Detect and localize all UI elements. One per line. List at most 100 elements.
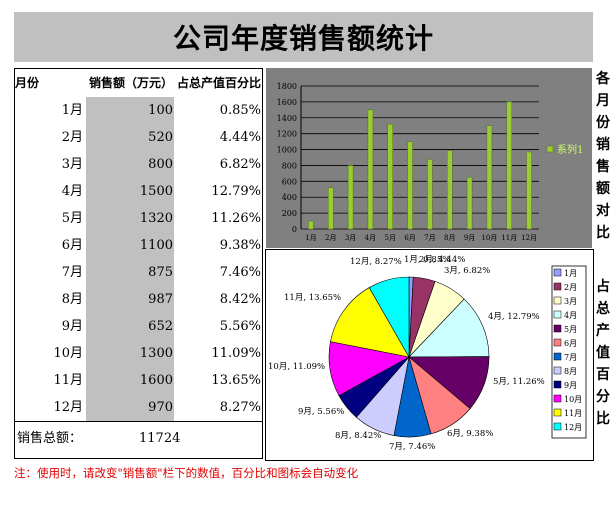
bar xyxy=(506,101,512,230)
bar xyxy=(347,165,354,230)
side-label-char: 份 xyxy=(596,115,610,131)
side-label-char: 产 xyxy=(596,323,610,339)
legend-swatch xyxy=(553,352,562,361)
row-month: 7月 xyxy=(61,265,83,280)
bar xyxy=(427,159,433,230)
row-sales[interactable]: 875 xyxy=(148,265,173,280)
pie-data-label: 11月, 13.65% xyxy=(284,293,341,303)
x-tick-label: 6月 xyxy=(404,234,415,242)
row-sales[interactable]: 100 xyxy=(148,103,173,118)
legend-label: 11月 xyxy=(564,409,582,418)
legend-swatch xyxy=(553,268,562,277)
x-tick-label: 7月 xyxy=(424,234,435,242)
x-tick-label: 12月 xyxy=(521,234,537,242)
legend-label: 4月 xyxy=(564,311,577,320)
side-label-char: 比 xyxy=(596,225,610,241)
row-pct: 13.65% xyxy=(211,373,261,388)
x-tick-label: 2月 xyxy=(325,234,336,242)
bar-chart-panel: 0 200 400 600 800 1000 1200 1400 1600 1800 1月 2月 3月 4… xyxy=(266,68,592,248)
legend-swatch xyxy=(553,422,562,431)
row-sales[interactable]: 800 xyxy=(148,157,173,172)
row-sales[interactable]: 987 xyxy=(148,292,173,307)
side-label-char: 分 xyxy=(596,389,610,405)
legend-swatch xyxy=(553,366,562,375)
row-month: 12月 xyxy=(53,400,83,415)
legend-label: 1月 xyxy=(564,269,577,278)
row-month: 11月 xyxy=(53,373,83,388)
y-tick-label: 1800 xyxy=(277,82,297,91)
header-sales: 销售额（万元） xyxy=(89,76,174,90)
legend-label: 6月 xyxy=(564,339,577,348)
pie-slice xyxy=(408,298,490,358)
x-tick-label: 4月 xyxy=(365,234,376,242)
pie-data-label: 1月, 0.85% xyxy=(404,255,450,265)
pie-data-label: 6月, 9.38% xyxy=(447,429,493,439)
row-month: 6月 xyxy=(61,238,83,253)
row-pct: 9.38% xyxy=(219,238,261,253)
row-pct: 6.82% xyxy=(219,157,261,172)
legend-label: 8月 xyxy=(564,367,577,376)
bar xyxy=(328,187,334,230)
pie-data-label: 4月, 12.79% xyxy=(488,312,540,322)
row-pct: 7.46% xyxy=(219,265,261,280)
side-label-char: 月 xyxy=(596,93,610,109)
row-pct: 12.79% xyxy=(211,184,261,199)
row-pct: 11.09% xyxy=(211,346,261,361)
row-sales[interactable]: 1600 xyxy=(139,373,173,388)
header-month: 月份 xyxy=(15,76,40,90)
row-sales[interactable]: 1320 xyxy=(139,211,173,226)
bar xyxy=(407,141,413,230)
y-tick-label: 1200 xyxy=(277,130,297,139)
legend-swatch xyxy=(553,310,562,319)
pie-data-label: 7月, 7.46% xyxy=(389,442,435,452)
sales-table: 月份 销售额（万元） 占总产值百分比 1月 100 0.85% 2月 520 4.44% 3… xyxy=(14,68,263,459)
side-label-char: 值 xyxy=(596,345,610,361)
total-label: 销售总额： xyxy=(17,431,83,446)
bar xyxy=(387,123,393,230)
row-pct: 8.27% xyxy=(219,400,261,415)
legend-label: 7月 xyxy=(564,353,577,362)
pie-data-label: 8月, 8.42% xyxy=(335,431,381,441)
bar xyxy=(526,151,532,230)
y-tick-label: 800 xyxy=(282,161,297,170)
bar xyxy=(466,176,473,230)
row-sales[interactable]: 652 xyxy=(148,319,173,334)
side-label-char: 比 xyxy=(596,411,610,427)
y-tick-label: 1400 xyxy=(277,114,297,123)
page-title: 公司年度销售额统计 xyxy=(172,22,434,55)
row-sales[interactable]: 970 xyxy=(148,400,173,415)
x-tick-label: 1月 xyxy=(305,234,316,242)
title-band: 公司年度销售额统计 xyxy=(14,12,593,62)
legend-swatch xyxy=(553,296,562,305)
pie-data-label: 12月, 8.27% xyxy=(350,257,402,267)
y-tick-label: 600 xyxy=(282,177,297,186)
pie-chart-panel: 1月, 0.85% 2月, 4.44% 3月, 6.82% 4月, 12.79% 5月,… xyxy=(265,249,594,461)
pie-data-label: 10月, 11.09% xyxy=(268,362,325,372)
plot-area xyxy=(301,86,539,229)
side-label-char: 占 xyxy=(596,279,610,295)
row-sales[interactable]: 520 xyxy=(148,130,173,145)
y-tick-label: 200 xyxy=(282,209,297,218)
sales-column-shading xyxy=(86,97,174,421)
y-tick-label: 1600 xyxy=(277,98,297,107)
legend-swatch xyxy=(553,324,562,333)
row-sales[interactable]: 1100 xyxy=(139,238,173,253)
pie-slice xyxy=(368,276,410,359)
legend-swatch xyxy=(553,282,562,291)
row-month: 4月 xyxy=(61,184,83,199)
bar xyxy=(447,150,453,230)
legend-swatch xyxy=(553,380,562,389)
legend-swatch xyxy=(546,145,554,153)
bar xyxy=(486,125,493,230)
total-divider xyxy=(15,421,262,422)
row-sales[interactable]: 1300 xyxy=(139,346,173,361)
x-tick-label: 3月 xyxy=(345,234,356,242)
legend-swatch xyxy=(553,408,562,417)
side-label-char: 对 xyxy=(596,203,610,219)
bar xyxy=(308,220,314,230)
pie-chart: 1月, 0.85%2月, 4.44%3月, 6.82% 4月, 12.79% 5月,… xyxy=(268,255,587,452)
pie-chart-side-label: 占总产值百分比 xyxy=(595,276,611,430)
row-sales[interactable]: 1500 xyxy=(139,184,173,199)
legend-label: 10月 xyxy=(564,395,582,404)
row-month: 2月 xyxy=(61,130,83,145)
